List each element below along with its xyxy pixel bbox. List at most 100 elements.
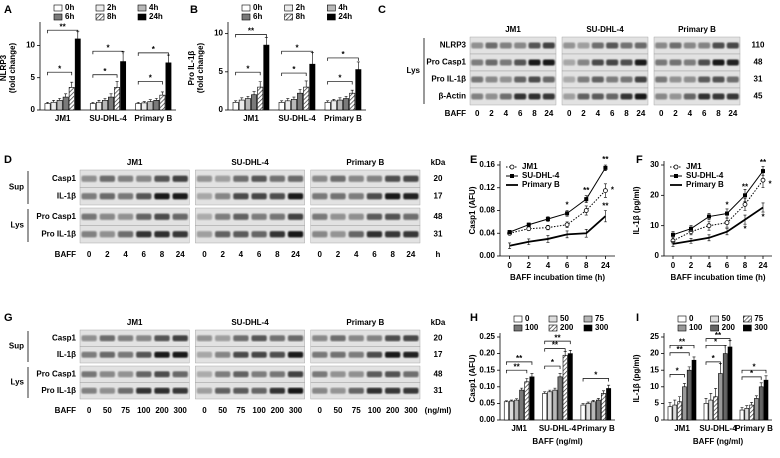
- y-tick-label: 10: [650, 382, 659, 391]
- panel-letter: I: [636, 312, 639, 324]
- band: [251, 213, 267, 220]
- error-bar: [166, 54, 170, 63]
- significance-bracket: [669, 374, 685, 378]
- group-label: JM1: [127, 318, 143, 327]
- lane-label: 75: [236, 406, 245, 415]
- band: [117, 193, 134, 200]
- marker: [526, 226, 532, 232]
- significance-label: **: [760, 158, 767, 167]
- bar: [141, 102, 148, 111]
- significance-label: **: [676, 345, 683, 354]
- error-bar: [115, 81, 119, 88]
- error-bar: [52, 100, 56, 103]
- row-label: Pro Casp1: [36, 369, 76, 378]
- significance-bracket: [544, 365, 561, 370]
- significance-bracket: [281, 72, 307, 77]
- bar: [739, 409, 745, 421]
- bar: [135, 103, 142, 111]
- band: [366, 387, 383, 394]
- band: [81, 335, 97, 342]
- band: [669, 42, 682, 49]
- error-bar: [704, 398, 708, 404]
- lane-label: 6: [702, 109, 707, 118]
- bar: [159, 94, 166, 111]
- band: [99, 387, 115, 394]
- lane-label: 2: [673, 109, 678, 118]
- band: [669, 76, 682, 83]
- band: [620, 93, 633, 100]
- y-tick-label: 0: [655, 251, 660, 260]
- legend-label: 100: [689, 323, 703, 332]
- band: [172, 213, 188, 220]
- error-bar: [668, 402, 672, 407]
- legend-swatch: [137, 13, 147, 21]
- significance-label: **: [554, 333, 561, 342]
- significance-label: *: [594, 371, 598, 380]
- error-bar: [508, 242, 512, 249]
- band: [403, 371, 419, 378]
- row-label: β-Actin: [438, 92, 466, 101]
- band: [698, 59, 711, 66]
- band: [348, 371, 364, 378]
- lane-label: 6: [518, 109, 523, 118]
- row-label: Pro Casp1: [36, 212, 76, 221]
- bar: [595, 399, 601, 421]
- y-tick-label: 10: [650, 221, 659, 230]
- kda-label: 45: [754, 92, 763, 101]
- band: [726, 59, 739, 66]
- y-tick-label: 0.20: [479, 349, 495, 358]
- legend-label: 6h: [253, 12, 262, 21]
- band: [172, 351, 188, 358]
- error-bar: [759, 382, 763, 387]
- band: [330, 175, 346, 182]
- band: [403, 335, 419, 342]
- blot-background: [79, 225, 190, 244]
- lane-label: 0: [318, 250, 323, 259]
- band: [403, 175, 419, 182]
- y-tick-label: 10: [26, 40, 35, 49]
- band: [287, 231, 304, 238]
- section-label: Lys: [407, 66, 421, 75]
- section-label: Sup: [9, 183, 24, 192]
- band: [683, 59, 696, 66]
- error-bar: [252, 91, 256, 95]
- band: [591, 93, 604, 100]
- band: [312, 213, 328, 220]
- y-tick-label: 5: [31, 73, 36, 82]
- significance-label: *: [292, 65, 296, 74]
- lane-title: BAFF: [55, 406, 76, 415]
- y-axis-label: NLRP3: [0, 54, 8, 81]
- legend-label: Primary B: [522, 180, 560, 189]
- bar: [303, 86, 310, 111]
- y-axis-label: IL-1β (pg/ml): [632, 186, 641, 234]
- band: [698, 93, 711, 100]
- bar: [153, 100, 160, 111]
- band: [366, 193, 383, 200]
- group-label: Primary B: [346, 158, 384, 167]
- band: [655, 59, 668, 66]
- panel-letter: G: [4, 312, 13, 324]
- marker: [584, 197, 589, 202]
- band: [196, 335, 213, 342]
- error-bar: [740, 407, 744, 411]
- marker: [507, 230, 512, 235]
- kda-label: 31: [434, 229, 443, 238]
- x-axis-label: BAFF incubation time (h): [510, 273, 605, 282]
- significance-label: *: [714, 337, 718, 346]
- category-label: Primary B: [577, 424, 615, 433]
- band: [99, 175, 115, 182]
- band: [485, 76, 498, 83]
- error-bar: [148, 99, 152, 102]
- band: [251, 193, 267, 200]
- marker: [761, 169, 765, 174]
- lane-label: 0: [567, 109, 572, 118]
- band: [683, 93, 696, 100]
- y-tick-label: 0.15: [479, 365, 495, 374]
- legend-label: 200: [560, 323, 574, 332]
- band: [528, 42, 541, 49]
- band: [366, 231, 383, 238]
- bar: [686, 369, 692, 421]
- band: [726, 93, 739, 100]
- y-axis-label: Pro IL-1β: [187, 51, 196, 86]
- bar: [114, 87, 120, 111]
